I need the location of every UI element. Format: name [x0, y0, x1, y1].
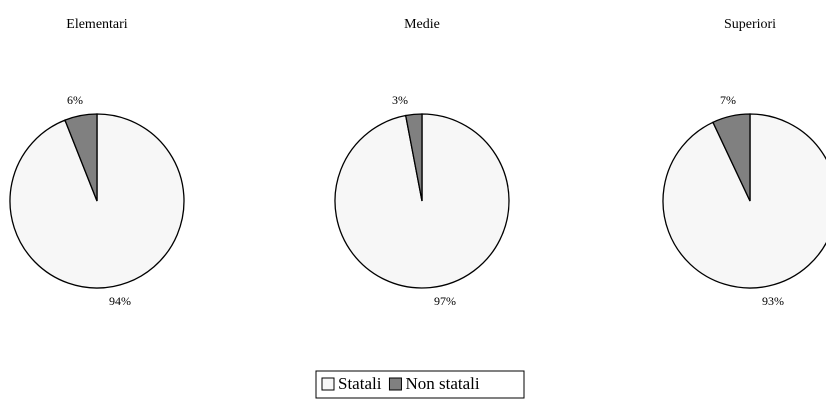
pie-slice: [404, 113, 423, 202]
legend-swatch: [388, 377, 402, 391]
value-label: 93%: [762, 294, 784, 308]
legend-box: [315, 370, 525, 399]
value-label: 97%: [434, 294, 456, 308]
pie-slice: [712, 113, 751, 202]
value-label: 6%: [67, 93, 83, 107]
value-label: 94%: [109, 294, 131, 308]
legend-swatch: [321, 377, 335, 391]
value-label: 7%: [720, 93, 736, 107]
pie-title: Medie: [404, 17, 440, 32]
legend-label: Non statali: [405, 374, 479, 393]
pie-title: Superiori: [724, 17, 776, 32]
pie-title: Elementari: [66, 17, 128, 32]
value-label: 3%: [392, 93, 408, 107]
legend-label: Statali: [338, 374, 382, 393]
pie-slice: [64, 113, 98, 202]
pie-slice: [662, 113, 826, 289]
